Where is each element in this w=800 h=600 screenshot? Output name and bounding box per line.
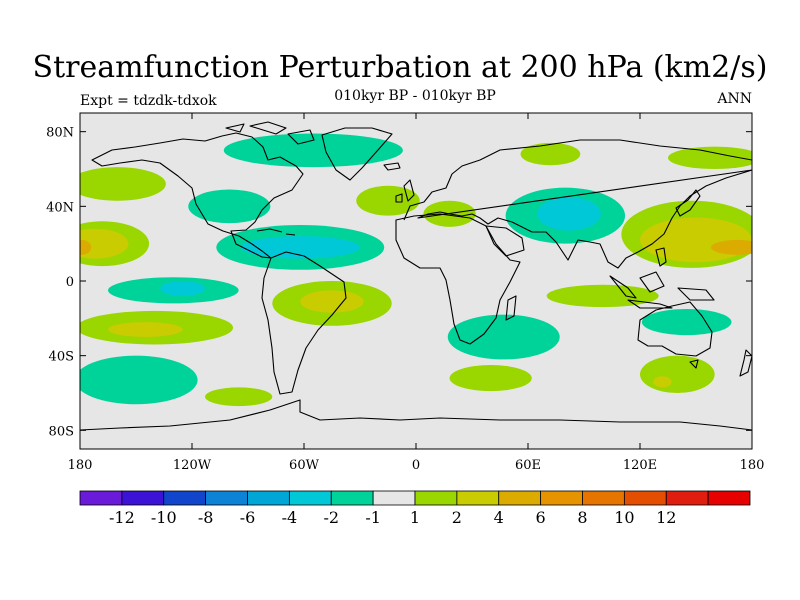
anomaly-asia-trough-core: [537, 197, 601, 231]
anomaly-dateline-ridge-edge: [80, 239, 92, 255]
arctic-islands-coast: [225, 121, 315, 145]
colorbar: -12 -10 -8 -6 -4 -2 -1 1 2 4 6 8 10 12: [79, 490, 751, 527]
colorbar-label: -10: [151, 508, 177, 527]
anomaly-arctic-pacific-ridge: [668, 146, 752, 169]
colorbar-swatch: [582, 490, 625, 506]
colorbar-swatch: [707, 490, 751, 506]
anomaly-west-pacific-ridge-core: [710, 239, 752, 255]
colorbar-swatch: [623, 490, 667, 506]
colorbar-label: 8: [577, 508, 587, 527]
colorbar-label: -2: [323, 508, 339, 527]
y-tick-label: 0: [66, 275, 74, 290]
madagascar-coast: [505, 295, 517, 321]
south-america-coast: [261, 251, 347, 395]
anomaly-north-atlantic-ridge: [356, 185, 420, 216]
experiment-label: Expt = tdzdk-tdxok: [80, 93, 217, 109]
anomaly-southern-pacific-ridge-core: [653, 376, 672, 388]
colorbar-swatch: [372, 490, 416, 506]
colorbar-label: 4: [494, 508, 504, 527]
anomaly-siberia-ridge: [520, 142, 581, 166]
colorbar-label: 1: [410, 508, 420, 527]
iceland-uk-coast: [383, 162, 415, 203]
chart-subtitle: 010kyr BP - 010kyr BP: [334, 88, 496, 104]
colorbar-swatch: [665, 490, 709, 506]
anomaly-southern-pacific-ridge: [640, 355, 715, 394]
y-tick-label: 80N: [46, 126, 74, 141]
colorbar-label: -8: [198, 508, 214, 527]
axis-ticks: 180 120W 60W 0 60E 120E 180 80N 40N 0 40S 80S: [46, 113, 764, 473]
colorbar-label: -12: [109, 508, 135, 527]
x-tick-label: 120E: [623, 458, 657, 473]
caribbean-coast: [256, 228, 296, 236]
coastlines: [80, 121, 752, 431]
antarctica-coast: [80, 399, 752, 431]
colorbar-swatch: [456, 490, 500, 506]
anomaly-indian-ocean-trough: [447, 314, 560, 360]
colorbar-swatch: [330, 490, 374, 506]
japan-coast: [675, 189, 701, 217]
africa-coast: [395, 213, 521, 345]
new-zealand-coast: [739, 349, 752, 377]
indonesia-coast: [609, 247, 715, 309]
anomaly-arctic-trough: [223, 133, 403, 168]
eurasia-coast: [403, 139, 752, 269]
arabia-coast: [485, 225, 525, 257]
anomaly-south-pacific-band-core: [108, 322, 183, 337]
x-tick-label: 120W: [173, 458, 212, 473]
season-label: ANN: [717, 91, 752, 107]
chart-title: Streamfunction Perturbation at 200 hPa (…: [32, 50, 768, 85]
anomaly-pacific-cyclonic-ring: [80, 355, 198, 405]
colorbar-label: 2: [452, 508, 462, 527]
colorbar-swatch: [79, 490, 123, 506]
colorbar-label: -1: [365, 508, 381, 527]
anomaly-australia-trough: [641, 309, 732, 336]
colorbar-swatch: [163, 490, 207, 506]
anomaly-south-america-ridge-core: [300, 290, 364, 313]
y-tick-label: 40S: [49, 350, 74, 365]
anomaly-fields: [80, 133, 752, 407]
x-tick-label: 180: [68, 458, 93, 473]
colorbar-label: -4: [282, 508, 298, 527]
x-tick-label: 60W: [289, 458, 320, 473]
x-tick-label: 180: [740, 458, 765, 473]
y-tick-label: 80S: [49, 424, 74, 439]
colorbar-swatch: [205, 490, 248, 506]
y-tick-label: 40N: [46, 200, 74, 215]
x-tick-label: 60E: [515, 458, 541, 473]
x-tick-label: 0: [412, 458, 420, 473]
australia-coast: [637, 301, 713, 369]
anomaly-north-pacific-ridge: [80, 167, 166, 201]
colorbar-label: -6: [240, 508, 256, 527]
north-america-coast: [91, 132, 304, 259]
colorbar-swatch: [498, 490, 542, 506]
colorbar-swatch: [414, 490, 458, 506]
colorbar-label: 12: [656, 508, 676, 527]
anomaly-north-america-trough: [188, 189, 271, 224]
anomaly-drake-ridge: [205, 387, 273, 407]
colorbar-swatch: [288, 490, 332, 506]
colorbar-swatch: [540, 490, 583, 506]
anomaly-east-pacific-trough-core: [160, 281, 206, 296]
anomaly-southern-indian-ridge: [449, 365, 532, 392]
anomaly-tropical-atlantic-trough-core: [240, 236, 360, 259]
anomaly-maritime-ridge: [546, 284, 659, 308]
colorbar-swatch: [247, 490, 290, 506]
greenland-coast: [321, 127, 393, 181]
anomaly-dateline-ridge-core: [80, 228, 129, 259]
colorbar-label: 6: [536, 508, 546, 527]
colorbar-swatch: [121, 490, 165, 506]
colorbar-label: 10: [614, 508, 634, 527]
